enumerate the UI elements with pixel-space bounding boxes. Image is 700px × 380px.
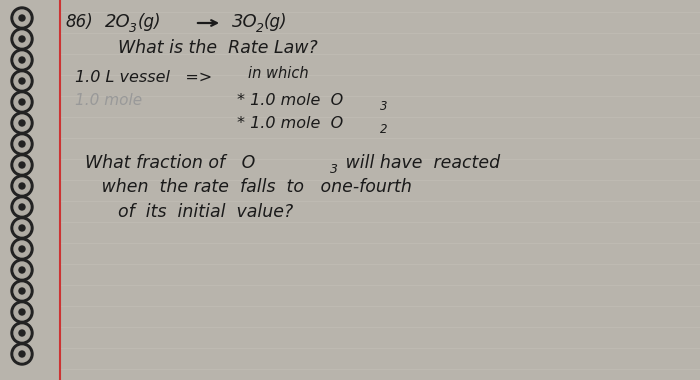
Circle shape bbox=[11, 343, 33, 365]
Circle shape bbox=[11, 217, 33, 239]
Circle shape bbox=[11, 175, 33, 197]
Text: in which: in which bbox=[248, 66, 309, 81]
Circle shape bbox=[11, 196, 33, 218]
Circle shape bbox=[14, 52, 30, 68]
Circle shape bbox=[11, 7, 33, 29]
Circle shape bbox=[11, 28, 33, 50]
Circle shape bbox=[19, 36, 25, 42]
Circle shape bbox=[14, 220, 30, 236]
Circle shape bbox=[19, 225, 25, 231]
Circle shape bbox=[11, 70, 33, 92]
Text: 1.0 L vessel   =>: 1.0 L vessel => bbox=[75, 70, 212, 85]
Circle shape bbox=[19, 351, 25, 357]
Circle shape bbox=[19, 246, 25, 252]
Circle shape bbox=[19, 267, 25, 273]
Circle shape bbox=[19, 309, 25, 315]
Text: (g): (g) bbox=[264, 13, 288, 31]
Circle shape bbox=[19, 15, 25, 21]
Text: will have  reacted: will have reacted bbox=[340, 154, 500, 172]
Circle shape bbox=[14, 115, 30, 131]
Circle shape bbox=[11, 91, 33, 113]
Circle shape bbox=[14, 262, 30, 278]
Text: 3: 3 bbox=[330, 163, 338, 176]
Circle shape bbox=[11, 238, 33, 260]
Text: What is the  Rate Law?: What is the Rate Law? bbox=[118, 39, 318, 57]
Text: of  its  initial  value?: of its initial value? bbox=[85, 203, 293, 221]
Circle shape bbox=[14, 31, 30, 47]
Circle shape bbox=[14, 157, 30, 173]
Circle shape bbox=[11, 259, 33, 281]
Circle shape bbox=[14, 304, 30, 320]
Text: * 1.0 mole  O: * 1.0 mole O bbox=[237, 93, 343, 108]
Circle shape bbox=[11, 322, 33, 344]
Circle shape bbox=[14, 10, 30, 26]
Circle shape bbox=[14, 325, 30, 341]
Circle shape bbox=[11, 154, 33, 176]
Circle shape bbox=[14, 178, 30, 194]
Text: 2O: 2O bbox=[105, 13, 131, 31]
Circle shape bbox=[14, 241, 30, 257]
Circle shape bbox=[11, 280, 33, 302]
Circle shape bbox=[19, 183, 25, 189]
Circle shape bbox=[19, 141, 25, 147]
Circle shape bbox=[19, 330, 25, 336]
Text: 86): 86) bbox=[65, 13, 92, 31]
Circle shape bbox=[19, 162, 25, 168]
Circle shape bbox=[14, 136, 30, 152]
Circle shape bbox=[14, 346, 30, 362]
Text: 3: 3 bbox=[380, 100, 388, 113]
Circle shape bbox=[19, 57, 25, 63]
Circle shape bbox=[11, 49, 33, 71]
Circle shape bbox=[19, 78, 25, 84]
Text: 3: 3 bbox=[129, 22, 137, 35]
Text: 1.0 mole: 1.0 mole bbox=[75, 93, 142, 108]
Text: What fraction of   O: What fraction of O bbox=[85, 154, 256, 172]
Text: * 1.0 mole  O: * 1.0 mole O bbox=[237, 116, 343, 131]
Text: (g): (g) bbox=[138, 13, 162, 31]
Text: 3O: 3O bbox=[232, 13, 258, 31]
Text: 2: 2 bbox=[256, 22, 264, 35]
Text: when  the rate  falls  to   one-fourth: when the rate falls to one-fourth bbox=[85, 178, 412, 196]
Circle shape bbox=[19, 204, 25, 210]
Circle shape bbox=[14, 199, 30, 215]
Text: 2: 2 bbox=[380, 123, 388, 136]
Circle shape bbox=[11, 133, 33, 155]
Circle shape bbox=[14, 73, 30, 89]
Circle shape bbox=[14, 283, 30, 299]
Circle shape bbox=[19, 99, 25, 105]
Circle shape bbox=[11, 301, 33, 323]
Circle shape bbox=[11, 112, 33, 134]
Circle shape bbox=[19, 288, 25, 294]
Circle shape bbox=[14, 94, 30, 110]
Circle shape bbox=[19, 120, 25, 126]
